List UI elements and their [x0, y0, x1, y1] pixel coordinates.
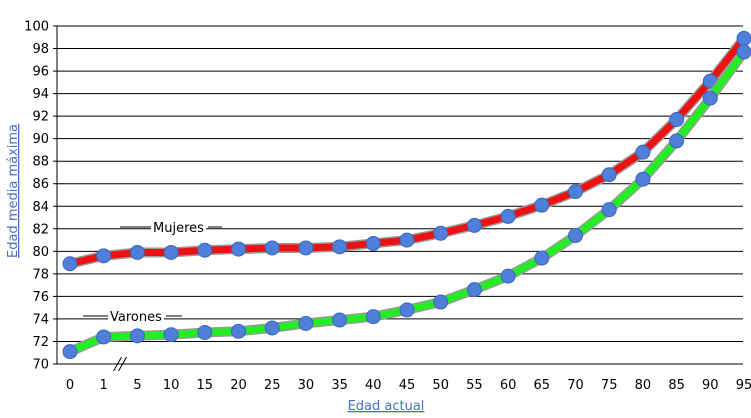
- series: [62, 30, 751, 360]
- y-tick-label: 90: [32, 132, 49, 147]
- data-point: [500, 208, 516, 224]
- data-point: [399, 302, 415, 318]
- data-point: [534, 250, 550, 266]
- data-point: [231, 241, 246, 257]
- data-point: [365, 235, 381, 251]
- series-label: Mujeres: [153, 221, 204, 236]
- data-point: [433, 225, 449, 241]
- x-tick-label: 10: [163, 378, 180, 393]
- x-tick-label: 95: [736, 378, 751, 393]
- data-point: [601, 167, 617, 183]
- y-axis-title: Edad media máxima: [6, 124, 21, 258]
- x-tick-label: 55: [466, 378, 483, 393]
- y-tick-label: 98: [32, 42, 49, 57]
- axis-break-slash: [113, 356, 122, 372]
- y-tick-label: 84: [32, 200, 49, 215]
- y-tick-label: 76: [32, 290, 49, 305]
- axis-break-marker: [113, 356, 127, 372]
- x-tick-label: 35: [331, 378, 348, 393]
- x-tick-label: 50: [432, 378, 449, 393]
- axes: [53, 25, 743, 372]
- data-point: [298, 240, 314, 256]
- x-tick-label: 40: [365, 378, 382, 393]
- series-mujeres: [62, 30, 751, 272]
- x-tick-label: 1: [100, 378, 108, 393]
- x-tick-labels: 0 1 5 10 15 20 25 30 35 40 45 50 55 60 65 70 75 80 85 90 95: [66, 378, 751, 393]
- series-label-group: Varones: [83, 306, 182, 326]
- data-point: [264, 320, 280, 336]
- y-tick-label: 92: [32, 110, 49, 125]
- data-point: [365, 309, 381, 325]
- x-tick-label: 80: [635, 378, 652, 393]
- y-tick-labels: 70 72 74 76 78 80 82 84 86 88 90 92 94 96 98 100: [24, 20, 49, 373]
- data-point: [702, 90, 718, 106]
- y-tick-label: 94: [32, 87, 49, 102]
- series-varones: [62, 44, 751, 360]
- data-point: [197, 242, 213, 258]
- x-tick-label: 5: [133, 378, 141, 393]
- data-point: [433, 294, 449, 310]
- axis-break-slash: [118, 356, 127, 372]
- y-tick-label: 86: [32, 177, 49, 192]
- label-background: [151, 217, 206, 237]
- x-tick-label: 75: [601, 378, 618, 393]
- x-axis-title: Edad actual: [348, 399, 425, 414]
- data-point: [568, 228, 583, 244]
- data-point: [736, 30, 751, 46]
- data-point: [264, 240, 280, 256]
- data-point: [129, 328, 145, 344]
- data-point: [534, 197, 550, 213]
- x-tick-label: 90: [702, 378, 719, 393]
- data-point: [231, 323, 246, 339]
- data-point: [568, 184, 583, 200]
- series-label-group: Mujeres: [120, 217, 222, 237]
- data-point: [332, 312, 348, 328]
- x-tick-label: 25: [264, 378, 281, 393]
- x-tick-label: 65: [534, 378, 551, 393]
- data-point: [96, 329, 112, 345]
- data-point: [62, 256, 78, 272]
- y-tick-label: 82: [32, 222, 49, 237]
- data-point: [332, 239, 348, 255]
- x-tick-label: 0: [66, 378, 74, 393]
- y-tick-label: 74: [32, 312, 49, 327]
- y-tick-label: 70: [32, 358, 49, 373]
- data-point: [62, 344, 78, 360]
- data-point: [466, 217, 482, 233]
- data-point: [163, 327, 179, 343]
- series-labels: Mujeres Varones: [83, 217, 222, 326]
- data-point: [129, 244, 145, 260]
- data-point: [601, 202, 617, 218]
- data-point: [298, 315, 314, 331]
- y-tick-label: 72: [32, 335, 49, 350]
- data-point: [669, 133, 685, 149]
- x-tick-label: 15: [197, 378, 214, 393]
- y-tick-label: 78: [32, 267, 49, 282]
- data-point: [736, 44, 751, 60]
- x-tick-label: 60: [500, 378, 517, 393]
- data-point: [669, 112, 685, 128]
- y-tick-label: 80: [32, 245, 49, 260]
- x-tick-label: 85: [668, 378, 685, 393]
- y-tick-label: 100: [24, 20, 49, 35]
- data-point: [96, 248, 112, 264]
- x-tick-label: 45: [399, 378, 416, 393]
- series-label: Varones: [110, 310, 162, 325]
- data-point: [500, 268, 516, 284]
- data-point: [635, 144, 651, 160]
- y-tick-label: 88: [32, 155, 49, 170]
- data-point: [466, 282, 482, 298]
- label-background: [108, 306, 164, 326]
- x-tick-label: 20: [230, 378, 247, 393]
- x-tick-label: 70: [567, 378, 584, 393]
- data-point: [163, 244, 179, 260]
- data-point: [635, 171, 651, 187]
- x-tick-label: 30: [298, 378, 315, 393]
- data-point: [399, 232, 415, 248]
- data-point: [197, 324, 213, 340]
- y-tick-label: 96: [32, 65, 49, 80]
